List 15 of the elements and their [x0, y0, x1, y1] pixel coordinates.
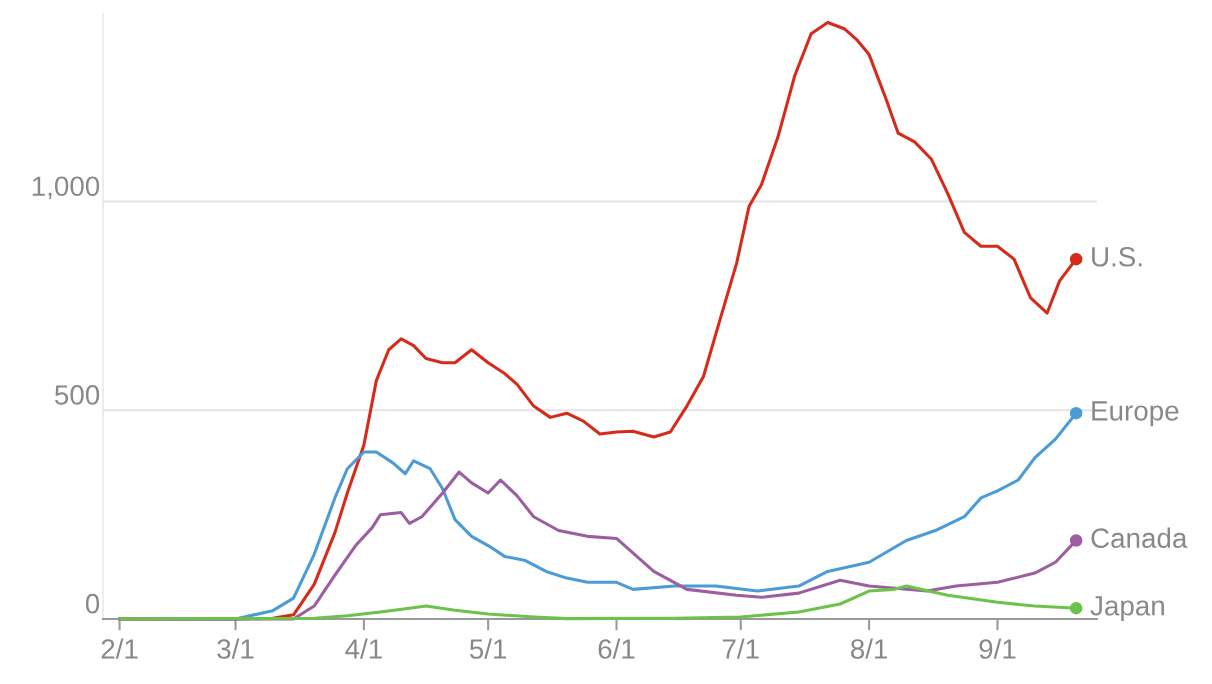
x-tick-label: 4/1: [345, 638, 382, 659]
x-tick-label: 3/1: [217, 638, 254, 659]
y-tick-label: 1,000: [32, 176, 100, 200]
x-tick-label: 7/1: [722, 638, 759, 659]
x-tick-label: 2/1: [101, 638, 138, 659]
series-label: U.S.: [1092, 246, 1142, 267]
x-tick-label: 6/1: [598, 638, 635, 659]
x-tick-label: 9/1: [979, 638, 1016, 659]
series-label: Europe: [1092, 401, 1179, 427]
series-label: Japan: [1090, 596, 1164, 622]
y-tick-label: 0: [85, 593, 100, 614]
x-tick-label: 8/1: [851, 638, 888, 659]
series-label: Canada: [1091, 527, 1188, 548]
y-tick-label: 500: [55, 385, 100, 405]
x-tick-label: 5/1: [469, 638, 507, 659]
